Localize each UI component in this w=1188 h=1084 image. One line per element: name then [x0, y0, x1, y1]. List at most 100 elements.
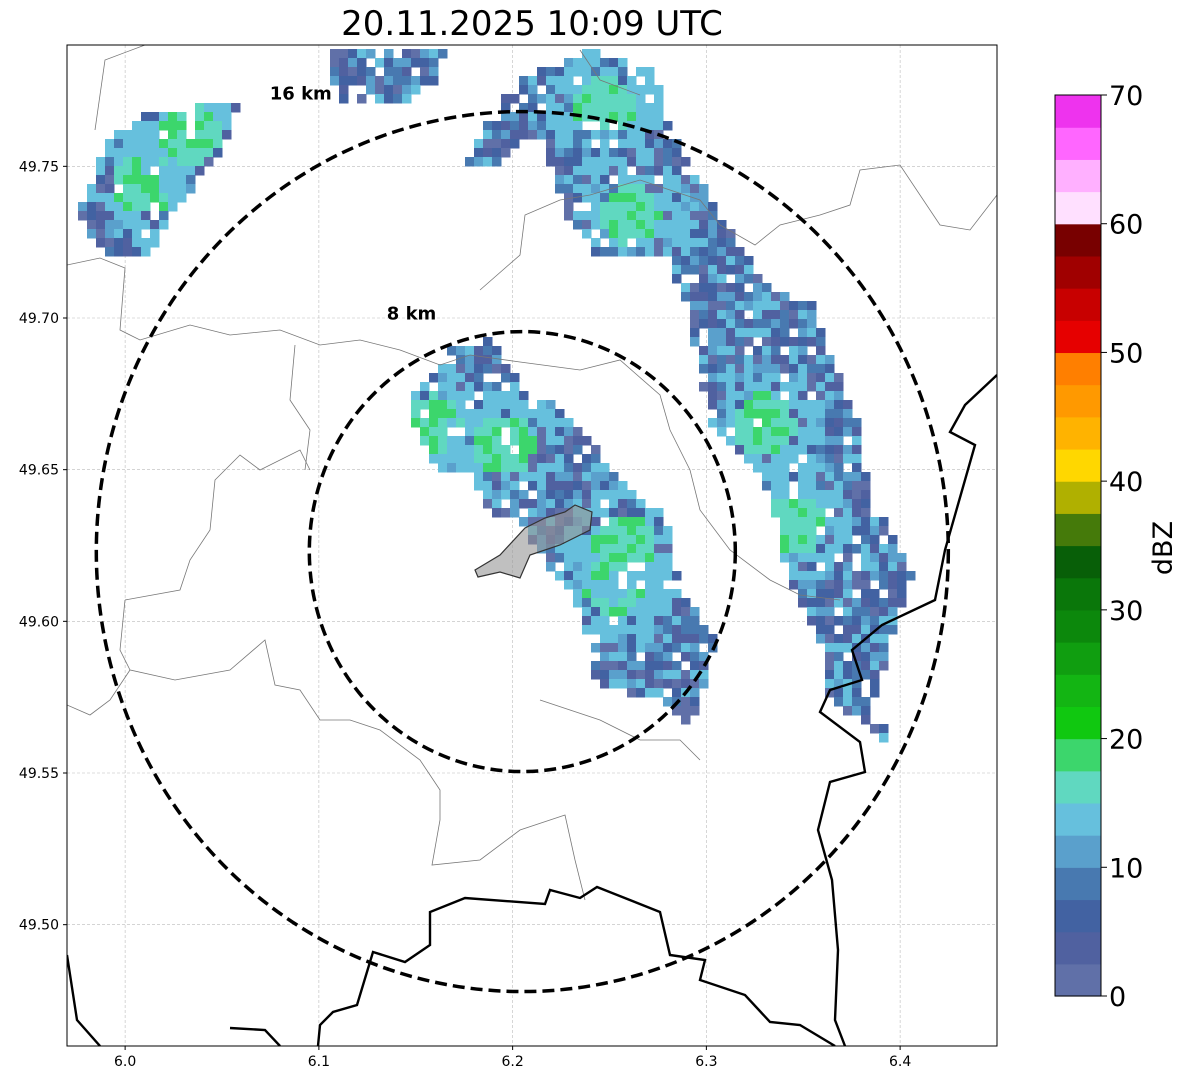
radar-cell — [780, 427, 790, 437]
radar-cell — [582, 229, 592, 239]
radar-cell — [672, 274, 682, 284]
radar-cell — [672, 157, 682, 167]
radar-cell — [807, 310, 817, 320]
radar-cell — [132, 175, 142, 185]
radar-cell — [663, 157, 673, 167]
radar-cell — [852, 544, 862, 554]
radar-cell — [528, 445, 538, 455]
radar-cell — [717, 265, 727, 275]
radar-cell — [726, 301, 736, 311]
radar-cell — [780, 436, 790, 446]
radar-cell — [816, 373, 826, 383]
radar-cell — [672, 670, 682, 680]
radar-cell — [501, 112, 511, 122]
radar-cell — [519, 445, 529, 455]
radar-cell — [600, 535, 610, 545]
radar-cell — [627, 652, 637, 662]
radar-cell — [834, 454, 844, 464]
radar-cell — [600, 67, 610, 77]
radar-cell — [528, 472, 538, 482]
radar-cell — [753, 463, 763, 473]
radar-cell — [447, 364, 457, 374]
radar-cell — [627, 94, 637, 104]
radar-cell — [132, 229, 142, 239]
radar-cell — [762, 445, 772, 455]
radar-cell — [735, 409, 745, 419]
radar-cell — [735, 292, 745, 302]
radar-cell — [105, 211, 115, 221]
radar-cell — [582, 553, 592, 563]
radar-cell — [717, 310, 727, 320]
radar-cell — [816, 508, 826, 518]
radar-cell — [537, 76, 547, 86]
radar-cell — [474, 364, 484, 374]
radar-cell — [618, 238, 628, 248]
radar-cell — [456, 418, 466, 428]
radar-cell — [627, 661, 637, 671]
radar-cell — [726, 382, 736, 392]
radar-cell — [690, 310, 700, 320]
radar-cell — [789, 562, 799, 572]
radar-cell — [501, 481, 511, 491]
radar-cell — [798, 427, 808, 437]
radar-cell — [618, 247, 628, 257]
radar-cell — [564, 130, 574, 140]
radar-cell — [852, 607, 862, 617]
radar-cell — [105, 166, 115, 176]
radar-cell — [204, 103, 214, 113]
radar-cell — [834, 382, 844, 392]
radar-cell — [645, 607, 655, 617]
radar-cell — [528, 454, 538, 464]
radar-cell — [771, 454, 781, 464]
radar-cell — [627, 544, 637, 554]
radar-cell — [483, 490, 493, 500]
radar-cell — [888, 607, 898, 617]
radar-cell — [438, 373, 448, 383]
radar-cell — [699, 202, 709, 212]
radar-cell — [465, 355, 475, 365]
radar-cell — [663, 697, 673, 707]
radar-cell — [213, 121, 223, 131]
radar-cell — [753, 292, 763, 302]
radar-cell — [519, 427, 529, 437]
radar-cell — [600, 94, 610, 104]
radar-cell — [483, 400, 493, 410]
radar-cell — [825, 409, 835, 419]
radar-cell — [789, 499, 799, 509]
radar-cell — [438, 418, 448, 428]
radar-cell — [357, 94, 367, 104]
radar-cell — [105, 148, 115, 158]
radar-cell — [519, 436, 529, 446]
radar-cell — [681, 157, 691, 167]
radar-cell — [744, 445, 754, 455]
radar-cell — [609, 571, 619, 581]
radar-cell — [546, 553, 556, 563]
radar-cell — [726, 283, 736, 293]
radar-cell — [609, 58, 619, 68]
radar-cell — [519, 391, 529, 401]
radar-cell — [735, 355, 745, 365]
radar-cell — [618, 76, 628, 86]
radar-cell — [564, 175, 574, 185]
radar-cell — [681, 679, 691, 689]
radar-cell — [789, 445, 799, 455]
radar-cell — [114, 148, 124, 158]
radar-cell — [798, 490, 808, 500]
radar-cell — [375, 94, 385, 104]
radar-cell — [816, 382, 826, 392]
radar-cell — [762, 391, 772, 401]
radar-cell — [780, 364, 790, 374]
radar-cell — [708, 418, 718, 428]
radar-cell — [690, 202, 700, 212]
radar-cell — [510, 112, 520, 122]
radar-cell — [564, 157, 574, 167]
radar-cell — [762, 346, 772, 356]
radar-cell — [609, 247, 619, 257]
radar-cell — [537, 481, 547, 491]
radar-cell — [393, 94, 403, 104]
radar-cell — [510, 508, 520, 518]
radar-cell — [510, 481, 520, 491]
radar-cell — [618, 58, 628, 68]
radar-cell — [654, 121, 664, 131]
radar-cell — [708, 301, 718, 311]
